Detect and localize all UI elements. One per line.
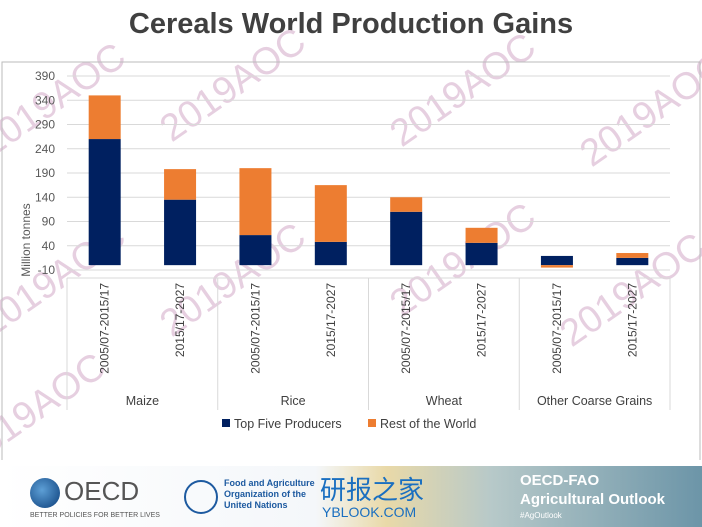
bar-rest-of-the-world (88, 95, 121, 140)
bar-top-five-producers (164, 199, 197, 266)
legend-label: Rest of the World (380, 417, 476, 431)
x-tick-label: 2015/17-2027 (475, 283, 489, 357)
legend-swatch (368, 419, 376, 427)
bar-top-five-producers (465, 242, 498, 266)
bar-rest-of-the-world (540, 265, 573, 268)
plot-border (1, 61, 701, 460)
bar-top-five-producers (239, 235, 272, 266)
bar-rest-of-the-world (314, 185, 347, 242)
y-tick-label: 140 (35, 190, 55, 204)
fao-logo-icon (184, 480, 218, 514)
group-label: Maize (126, 394, 159, 408)
watermark: 2019AOC (153, 20, 314, 150)
x-tick-label: 2005/07-2015/17 (98, 283, 112, 374)
oecd-tagline: BETTER POLICIES FOR BETTER LIVES (30, 512, 160, 519)
y-tick-label: 240 (35, 142, 55, 156)
x-tick-label: 2005/07-2015/17 (399, 283, 413, 374)
footer-banner: OECD BETTER POLICIES FOR BETTER LIVES Fo… (0, 466, 702, 527)
watermark: 2019AOC (0, 345, 114, 460)
bar-rest-of-the-world (239, 168, 272, 236)
legend-label: Top Five Producers (234, 417, 342, 431)
bar-rest-of-the-world (390, 197, 423, 212)
bar-top-five-producers (616, 257, 649, 266)
bar-top-five-producers (390, 211, 423, 266)
legend-swatch (222, 419, 230, 427)
y-tick-label: 190 (35, 166, 55, 180)
x-tick-label: 2015/17-2027 (625, 283, 639, 357)
x-tick-label: 2015/17-2027 (324, 283, 338, 357)
bar-rest-of-the-world (616, 253, 649, 258)
bar-top-five-producers (88, 139, 121, 266)
watermark-cn: 研报之家 (320, 475, 425, 505)
bar-rest-of-the-world (465, 227, 498, 243)
y-axis-label: Million tonnes (19, 203, 33, 276)
outlook-line2: Agricultural Outlook (520, 491, 666, 508)
x-tick-label: 2005/07-2015/17 (248, 283, 262, 374)
bar-rest-of-the-world (164, 169, 197, 200)
watermark-url: YBLOOK.COM (322, 504, 417, 520)
group-label: Wheat (426, 394, 463, 408)
group-label: Other Coarse Grains (537, 394, 652, 408)
bar-top-five-producers (314, 241, 347, 266)
y-tick-label: 290 (35, 118, 55, 132)
fao-name: Food and Agriculture Organization of the… (224, 478, 315, 510)
globe-icon (30, 478, 60, 508)
x-tick-label: 2015/17-2027 (173, 283, 187, 357)
outlook-line1: OECD-FAO (520, 472, 600, 489)
group-label: Rice (281, 394, 306, 408)
oecd-logo: OECD (64, 476, 140, 506)
y-tick-label: 390 (35, 69, 55, 83)
bar-top-five-producers (540, 255, 573, 266)
y-tick-label: 340 (35, 93, 55, 107)
watermark: 2019AOC (383, 25, 544, 155)
x-tick-label: 2005/07-2015/17 (550, 283, 564, 374)
chart-title: Cereals World Production Gains (128, 8, 574, 40)
y-tick-label: 40 (42, 239, 56, 253)
y-tick-label: -10 (38, 263, 56, 277)
y-tick-label: 90 (42, 215, 56, 229)
hashtag: #AgOutlook (520, 511, 562, 520)
watermark: 2019AOC (573, 45, 702, 175)
